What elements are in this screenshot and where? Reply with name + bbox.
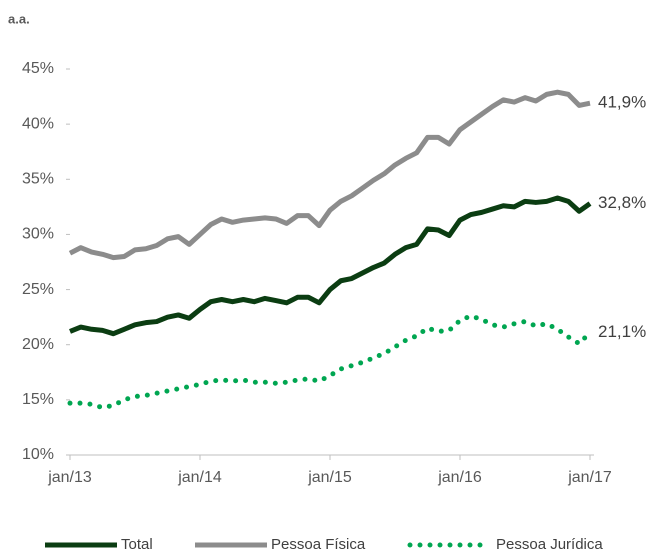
y-tick-label: 35%	[22, 171, 54, 188]
series-line	[69, 195, 592, 337]
series-line	[67, 313, 593, 411]
series-line	[68, 89, 591, 261]
x-tick-label: jan/17	[567, 469, 612, 486]
y-tick-label: 20%	[22, 336, 54, 353]
legend-label: Pessoa Jurídica	[496, 536, 603, 553]
y-tick-label: 25%	[22, 281, 54, 298]
y-tick-label: 30%	[22, 226, 54, 243]
x-tick-label: jan/16	[437, 469, 482, 486]
y-tick-label: 15%	[22, 391, 54, 408]
y-tick-label: 45%	[22, 60, 54, 77]
legend-label: Pessoa Física	[271, 536, 366, 553]
y-axis-label: a.a.	[8, 11, 30, 26]
end-label: 41,9%	[598, 93, 646, 112]
y-tick-label: 10%	[22, 446, 54, 463]
legend-label: Total	[121, 536, 153, 553]
end-label: 21,1%	[598, 322, 646, 341]
x-tick-label: jan/14	[177, 469, 222, 486]
x-tick-label: jan/15	[307, 469, 352, 486]
x-tick-label: jan/13	[47, 469, 92, 486]
end-label: 32,8%	[598, 193, 646, 212]
y-tick-label: 40%	[22, 115, 54, 132]
